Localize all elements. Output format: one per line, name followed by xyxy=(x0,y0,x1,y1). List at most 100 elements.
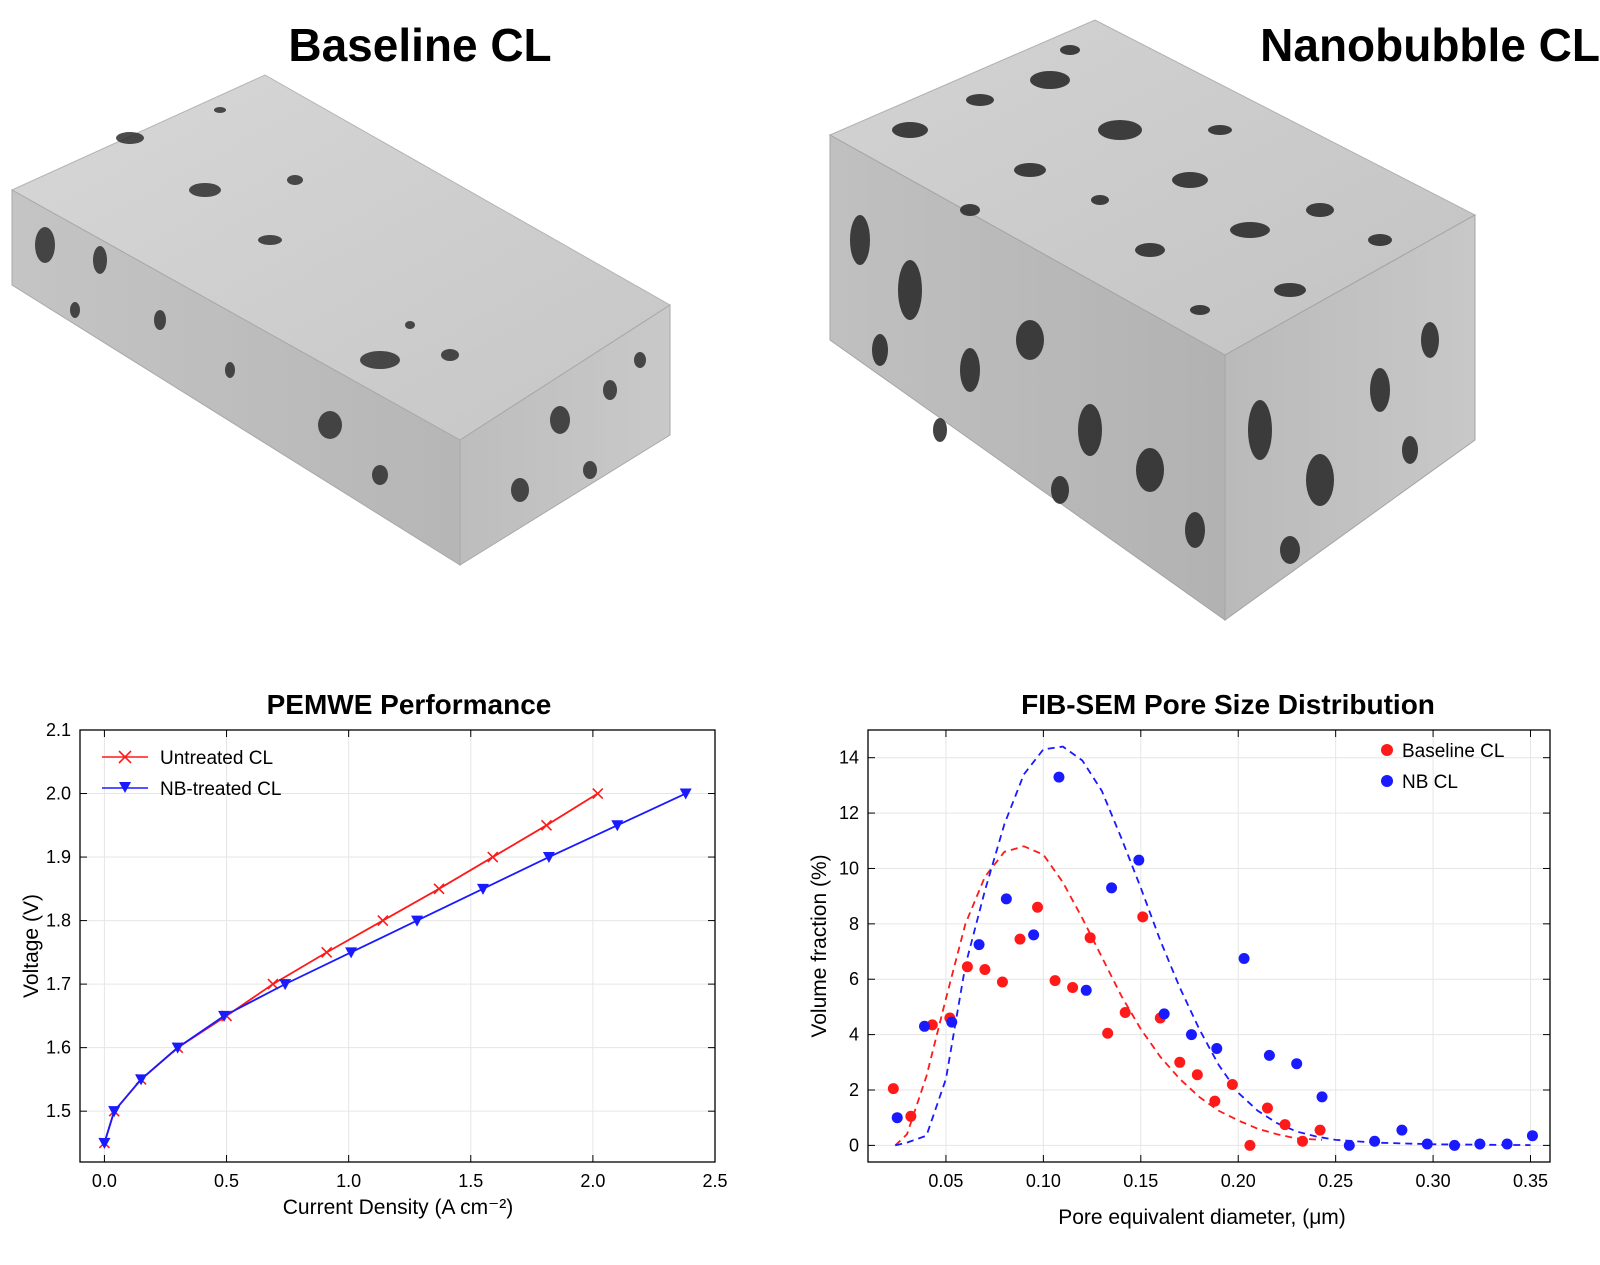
legend-baseline-label: Baseline CL xyxy=(1402,741,1504,762)
triangle-marker xyxy=(135,1074,148,1086)
scatter-point-0 xyxy=(1226,1078,1238,1090)
scatter-point-1 xyxy=(1343,1139,1355,1151)
x-tick-label: 0.35 xyxy=(1513,1171,1548,1191)
scatter-point-0 xyxy=(1314,1124,1326,1136)
x-tick-label: 0.30 xyxy=(1416,1171,1451,1191)
baseline-cl-title: Baseline CL xyxy=(288,19,552,71)
scatter-point-0 xyxy=(961,961,973,973)
fit-curve-0 xyxy=(894,845,1323,1147)
triangle-marker xyxy=(476,883,489,895)
right-chart-series xyxy=(887,745,1538,1151)
scatter-point-1 xyxy=(1263,1049,1275,1061)
scatter-point-0 xyxy=(1137,911,1149,923)
scatter-point-1 xyxy=(1316,1091,1328,1103)
triangle-marker xyxy=(542,852,555,864)
legend-x-marker-icon xyxy=(118,750,132,764)
scatter-point-0 xyxy=(1119,1006,1131,1018)
series-line-1 xyxy=(103,792,687,1144)
left-chart-ylabel: Voltage (V) xyxy=(20,894,43,998)
right-chart-legend: Baseline CL NB CL xyxy=(1381,741,1504,793)
y-tick-label: 2.1 xyxy=(46,720,71,740)
scatter-point-0 xyxy=(905,1110,917,1122)
scatter-point-0 xyxy=(1014,933,1026,945)
x-marker xyxy=(592,787,604,800)
y-tick-label: 1.5 xyxy=(46,1101,71,1121)
scatter-point-1 xyxy=(1501,1138,1513,1150)
scatter-point-0 xyxy=(1244,1139,1256,1151)
scatter-point-1 xyxy=(1291,1058,1303,1070)
scatter-point-1 xyxy=(1185,1029,1197,1041)
triangle-marker xyxy=(98,1137,111,1149)
right-chart-ylabel: Volume fraction (%) xyxy=(808,854,831,1037)
scatter-point-0 xyxy=(1032,901,1044,913)
scatter-point-0 xyxy=(1049,975,1061,987)
x-tick-label: 2.0 xyxy=(580,1171,605,1191)
baseline-pores xyxy=(35,107,646,502)
x-tick-label: 0.0 xyxy=(92,1171,117,1191)
scatter-point-1 xyxy=(1133,854,1145,866)
scatter-point-0 xyxy=(887,1083,899,1095)
scatter-point-1 xyxy=(973,939,985,951)
right-chart-ticks: 0.05 0.10 0.15 0.20 0.25 0.30 0.35 0 2 4 6 8 10 12 14 xyxy=(839,730,1550,1191)
right-chart-xlabel: Pore equivalent diameter, (μm) xyxy=(1058,1206,1346,1229)
y-tick-label: 2 xyxy=(849,1080,859,1100)
scatter-point-0 xyxy=(1261,1102,1273,1114)
y-tick-label: 0 xyxy=(849,1135,859,1155)
scatter-point-0 xyxy=(1102,1027,1114,1039)
y-tick-label: 8 xyxy=(849,914,859,934)
x-marker xyxy=(377,915,389,927)
legend-nb-treated-label: NB-treated CL xyxy=(160,779,281,800)
legend-untreated-label: Untreated CL xyxy=(160,748,273,769)
left-chart-frame xyxy=(79,729,716,1163)
legend-triangle-marker-icon xyxy=(119,782,131,793)
y-tick-label: 2.0 xyxy=(46,784,71,804)
triangle-marker xyxy=(279,979,292,991)
pore-size-distribution-chart: 0.05 0.10 0.15 0.20 0.25 0.30 0.3502468101214 … xyxy=(808,689,1551,1229)
y-tick-label: 12 xyxy=(839,803,859,823)
x-tick-label: 0.20 xyxy=(1221,1171,1256,1191)
scatter-point-1 xyxy=(1158,1008,1170,1020)
scatter-point-1 xyxy=(1211,1042,1223,1054)
y-tick-label: 6 xyxy=(849,969,859,989)
scatter-point-0 xyxy=(1174,1056,1186,1068)
scatter-point-1 xyxy=(1526,1130,1538,1142)
x-tick-label: 0.05 xyxy=(928,1171,963,1191)
x-tick-label: 0.25 xyxy=(1318,1171,1353,1191)
scatter-point-0 xyxy=(1191,1069,1203,1081)
left-chart-legend: Untreated CL NB-treated CL xyxy=(102,748,281,800)
scatter-point-1 xyxy=(1238,952,1250,964)
x-marker xyxy=(487,851,499,863)
scatter-point-1 xyxy=(1396,1124,1408,1136)
scatter-point-1 xyxy=(1000,893,1012,905)
legend-nb-dot-icon xyxy=(1381,775,1393,787)
triangle-marker xyxy=(611,820,624,832)
y-tick-label: 4 xyxy=(849,1025,859,1045)
right-chart-grid xyxy=(868,730,1550,1162)
x-tick-label: 1.0 xyxy=(336,1171,361,1191)
y-tick-label: 14 xyxy=(839,748,859,768)
x-tick-label: 2.5 xyxy=(702,1171,727,1191)
fit-curve-1 xyxy=(895,745,1531,1147)
x-marker xyxy=(433,883,445,895)
x-marker xyxy=(540,819,553,831)
x-tick-label: 1.5 xyxy=(458,1171,483,1191)
pemwe-performance-chart: 0.0 0.5 1.0 1.5 2.0 2.51.51.61.71.81.92.02.1 … xyxy=(20,689,728,1219)
scatter-point-0 xyxy=(996,976,1008,988)
scatter-point-1 xyxy=(1106,882,1118,894)
scatter-point-1 xyxy=(1028,929,1040,941)
y-tick-label: 1.8 xyxy=(46,911,71,931)
scatter-point-1 xyxy=(946,1016,958,1028)
scatter-point-0 xyxy=(1067,982,1079,994)
y-tick-label: 10 xyxy=(839,858,859,878)
triangle-marker xyxy=(218,1010,231,1022)
baseline-cl-render xyxy=(10,74,671,566)
right-chart-frame xyxy=(867,729,1551,1163)
y-tick-label: 1.9 xyxy=(46,847,71,867)
scatter-point-0 xyxy=(1209,1095,1221,1107)
legend-baseline-dot-icon xyxy=(1381,744,1393,756)
x-marker xyxy=(321,946,333,958)
triangle-marker xyxy=(679,788,692,800)
x-tick-label: 0.15 xyxy=(1123,1171,1158,1191)
baseline-side-face xyxy=(459,304,671,566)
x-tick-label: 0.5 xyxy=(214,1171,239,1191)
